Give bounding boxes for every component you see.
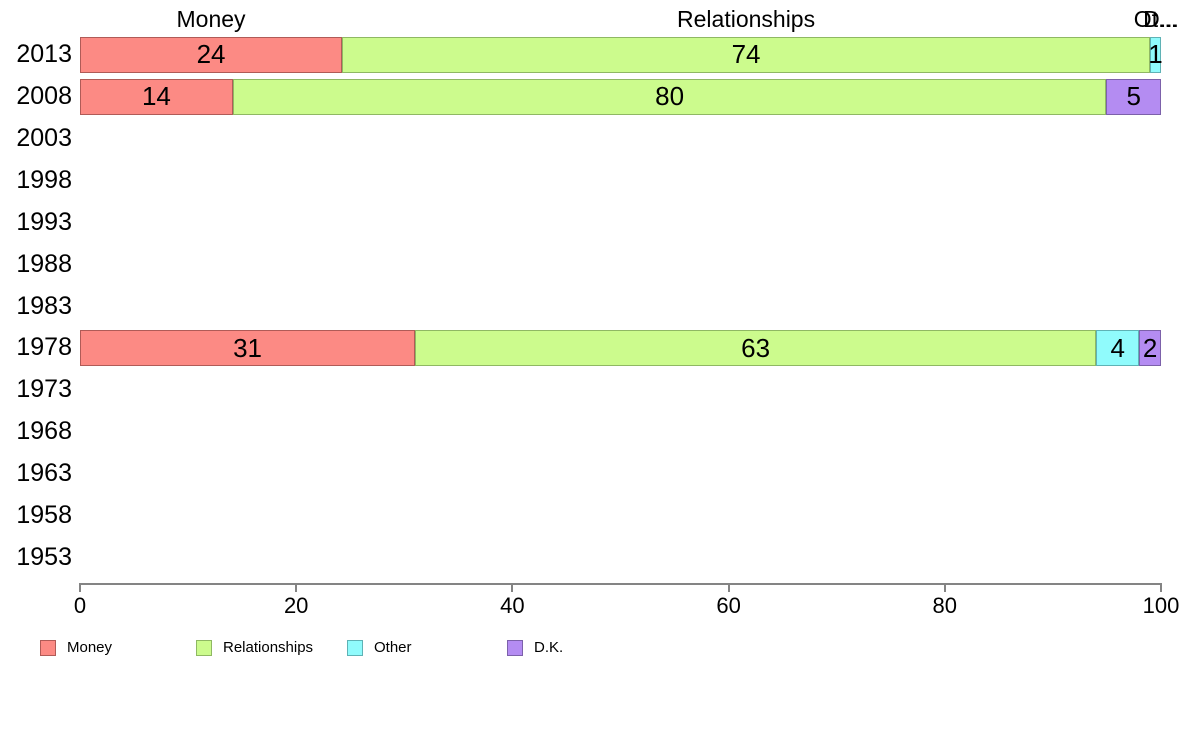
chart-row-1978: 1978 31 63 4 2: [0, 327, 1188, 369]
x-tick-label: 40: [500, 593, 525, 618]
year-label: 1983: [16, 291, 72, 320]
bar-segment-money[interactable]: 31: [80, 330, 416, 367]
year-label: 1993: [16, 207, 72, 236]
bar-value-label: 80: [655, 81, 685, 112]
x-axis-tick: [511, 583, 514, 592]
stacked-bar-2013: 24 74 1: [80, 36, 1163, 73]
x-axis-tick: [79, 583, 81, 592]
x-tick-label: 20: [283, 593, 309, 618]
x-axis-line: [80, 583, 1162, 585]
x-axis-tick: [1160, 583, 1162, 592]
year-label: 1978: [16, 333, 72, 362]
x-axis-tick: [295, 583, 298, 592]
year-label: 1953: [16, 543, 72, 572]
year-label: 2003: [16, 123, 72, 152]
year-label: 1963: [16, 459, 72, 488]
legend-color-swatch-icon: [507, 639, 523, 656]
bar-segment-money[interactable]: 14: [80, 78, 233, 115]
chart-row-2013: 2013 24 74 1: [0, 34, 1188, 76]
bar-segment-other[interactable]: 1: [1148, 36, 1163, 73]
series-annotation-other: Ot...: [1133, 6, 1178, 32]
legend-color-swatch-icon: [40, 639, 56, 656]
legend-item-d-k[interactable]: D.K.: [507, 639, 564, 657]
bar-segment-d-k[interactable]: 2: [1139, 330, 1161, 367]
chart-row-1953: 1953: [0, 537, 1188, 579]
legend-item-other[interactable]: Other: [347, 639, 412, 657]
chart-row-1963: 1963: [0, 453, 1188, 495]
x-tick-label: 80: [932, 593, 958, 618]
bar-value-label: 14: [141, 81, 171, 112]
legend-label: Relationships: [223, 639, 314, 657]
legend-item-relationships[interactable]: Relationships: [196, 639, 314, 657]
series-annotation-d-k: D...: [1143, 6, 1179, 32]
bar-value-label: 24: [196, 39, 226, 70]
year-label: 2008: [16, 81, 72, 110]
year-label: 1968: [16, 417, 72, 446]
legend-color-swatch-icon: [347, 639, 363, 656]
x-axis-tick: [727, 583, 730, 592]
bar-segment-relationships[interactable]: 74: [342, 36, 1151, 73]
bar-segment-d-k[interactable]: 5: [1106, 78, 1161, 115]
bar-value-label: 63: [741, 332, 771, 363]
x-tick-label: 60: [716, 593, 741, 618]
legend-label: Money: [67, 639, 113, 657]
chart-row-2003: 2003: [0, 118, 1188, 160]
chart-row-1973: 1973: [0, 369, 1188, 411]
stacked-bar-1978: 31 63 4 2: [80, 330, 1161, 367]
chart-row-1968: 1968: [0, 411, 1188, 453]
bar-segment-other[interactable]: 4: [1096, 330, 1140, 367]
legend-item-money[interactable]: Money: [40, 639, 113, 657]
chart-row-1998: 1998: [0, 160, 1188, 202]
series-annotation-money: Money: [176, 6, 246, 32]
bar-value-label: 1: [1148, 39, 1163, 70]
year-label: 1973: [16, 375, 72, 404]
year-label: 1988: [16, 249, 72, 278]
stacked-bar-2008: 14 80 5: [80, 78, 1161, 115]
bar-value-label: 31: [233, 332, 263, 363]
year-label: 2013: [16, 40, 72, 68]
legend-color-swatch-icon: [196, 639, 212, 656]
legend-label: Other: [374, 639, 412, 657]
x-axis-tick: [943, 583, 946, 592]
legend-label: D.K.: [534, 639, 564, 657]
chart-row-2008: 2008 14 80 5: [0, 76, 1188, 118]
year-label: 1958: [16, 501, 72, 530]
bar-value-label: 74: [731, 39, 761, 70]
bar-value-label: 2: [1142, 332, 1158, 363]
x-tick-label: 100: [1142, 593, 1180, 618]
series-annotation-relationships: Relationships: [677, 6, 816, 32]
bar-segment-relationships[interactable]: 63: [415, 330, 1097, 367]
chart-row-1958: 1958: [0, 495, 1188, 537]
bar-segment-relationships[interactable]: 80: [232, 78, 1107, 115]
bar-segment-money[interactable]: 24: [80, 36, 343, 73]
year-label: 1998: [16, 165, 72, 194]
bar-value-label: 4: [1110, 332, 1125, 363]
chart-row-1993: 1993: [0, 202, 1188, 244]
chart-row-1983: 1983: [0, 286, 1188, 328]
bar-value-label: 5: [1126, 81, 1141, 112]
chart-row-1988: 1988: [0, 244, 1188, 286]
x-tick-label: 0: [73, 593, 87, 618]
